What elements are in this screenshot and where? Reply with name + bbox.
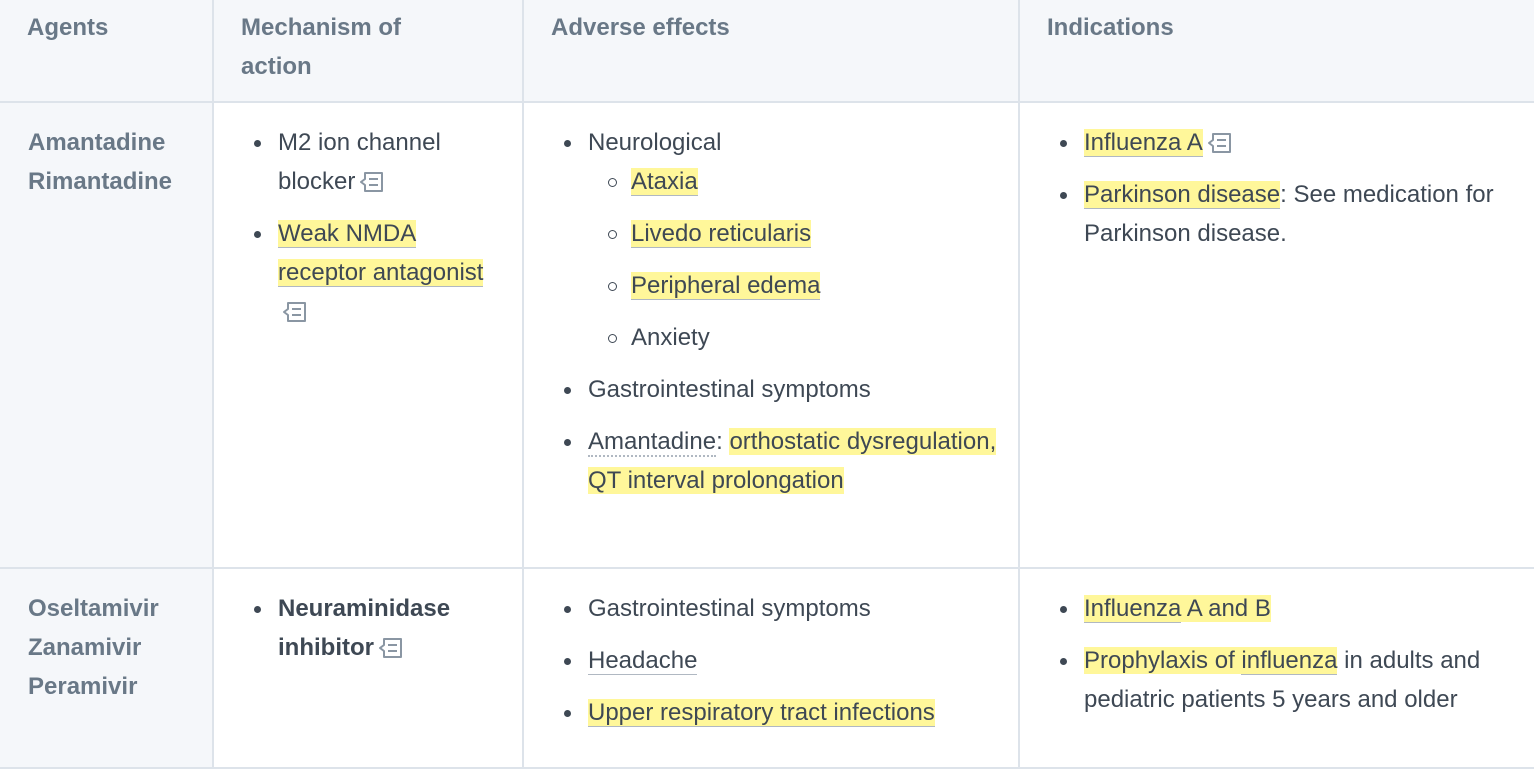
header-mechanism: Mechanism of action [212, 0, 523, 103]
agents-cell: Amantadine Rimantadine [0, 102, 213, 569]
agent-name: Amantadine [28, 129, 166, 156]
note-icon[interactable] [359, 171, 385, 193]
list-item: Weak NMDA receptor antagonist [242, 214, 508, 331]
sub-list-item: Peripheral edema [588, 266, 1004, 305]
note-icon[interactable] [282, 301, 308, 323]
list-item: Prophylaxis of influenza in adults and p… [1048, 641, 1531, 719]
influenza-link[interactable]: Influenza [1084, 595, 1182, 623]
table-row: Oseltamivir Zanamivir Peramivir Neuramin… [0, 568, 1534, 769]
agents-cell: Oseltamivir Zanamivir Peramivir [0, 568, 213, 769]
headache-link[interactable]: Headache [588, 647, 698, 675]
list-item: Influenza A and B [1048, 589, 1531, 628]
list-item: Headache [552, 641, 1004, 680]
livedo-link[interactable]: Livedo reticularis [631, 220, 812, 248]
list-item: Gastrointestinal symptoms [552, 589, 1004, 628]
list-item: Neuraminidase inhibitor [242, 589, 508, 667]
weak-nmda-link[interactable]: Weak NMDA receptor antagonist [278, 220, 484, 287]
list-item: Upper respiratory tract infections [552, 693, 1004, 732]
agent-name: Peramivir [28, 673, 138, 700]
list-item: Neurological Ataxia Livedo reticularis P… [552, 123, 1004, 357]
header-agents: Agents [0, 0, 213, 103]
list-item: M2 ion channel blocker [242, 123, 508, 201]
sub-list-item: Livedo reticularis [588, 214, 1004, 253]
agent-name: Zanamivir [28, 634, 142, 661]
mechanism-cell: M2 ion channel blocker Weak NMDA recepto… [212, 102, 523, 569]
adverse-effects-cell: Gastrointestinal symptoms Headache Upper… [522, 568, 1019, 769]
urti-link[interactable]: Upper respiratory tract infections [588, 699, 935, 727]
peripheral-edema-link[interactable]: Peripheral edema [631, 272, 821, 300]
ataxia-link[interactable]: Ataxia [631, 168, 698, 196]
header-indications: Indications [1018, 0, 1534, 103]
header-adverse-effects: Adverse effects [522, 0, 1019, 103]
adverse-effects-cell: Neurological Ataxia Livedo reticularis P… [522, 102, 1019, 569]
mechanism-cell: Neuraminidase inhibitor [212, 568, 523, 769]
sub-list-item: Ataxia [588, 162, 1004, 201]
amantadine-term[interactable]: Amantadine [588, 428, 717, 457]
list-item: Gastrointestinal symptoms [552, 370, 1004, 409]
table-row: Amantadine Rimantadine M2 ion channel bl… [0, 102, 1534, 569]
list-item: Amantadine: orthostatic dysregulation, Q… [552, 422, 1004, 500]
list-item: Influenza A [1048, 123, 1531, 162]
agent-name: Oseltamivir [28, 595, 159, 622]
influenza-link[interactable]: influenza [1241, 647, 1338, 675]
header-row: Agents Mechanism of action Adverse effec… [0, 0, 1534, 103]
indications-cell: Influenza A and B Prophylaxis of influen… [1018, 568, 1534, 769]
agent-name: Rimantadine [28, 168, 173, 195]
parkinson-link[interactable]: Parkinson disease [1084, 181, 1281, 209]
note-icon[interactable] [1207, 132, 1233, 154]
note-icon[interactable] [378, 637, 404, 659]
sub-list-item: Anxiety [588, 318, 1004, 357]
influenza-a-link[interactable]: Influenza A [1084, 129, 1203, 157]
list-item: Parkinson disease: See medication for Pa… [1048, 175, 1531, 253]
indications-cell: Influenza A Parkinson disease: See medic… [1018, 102, 1534, 569]
